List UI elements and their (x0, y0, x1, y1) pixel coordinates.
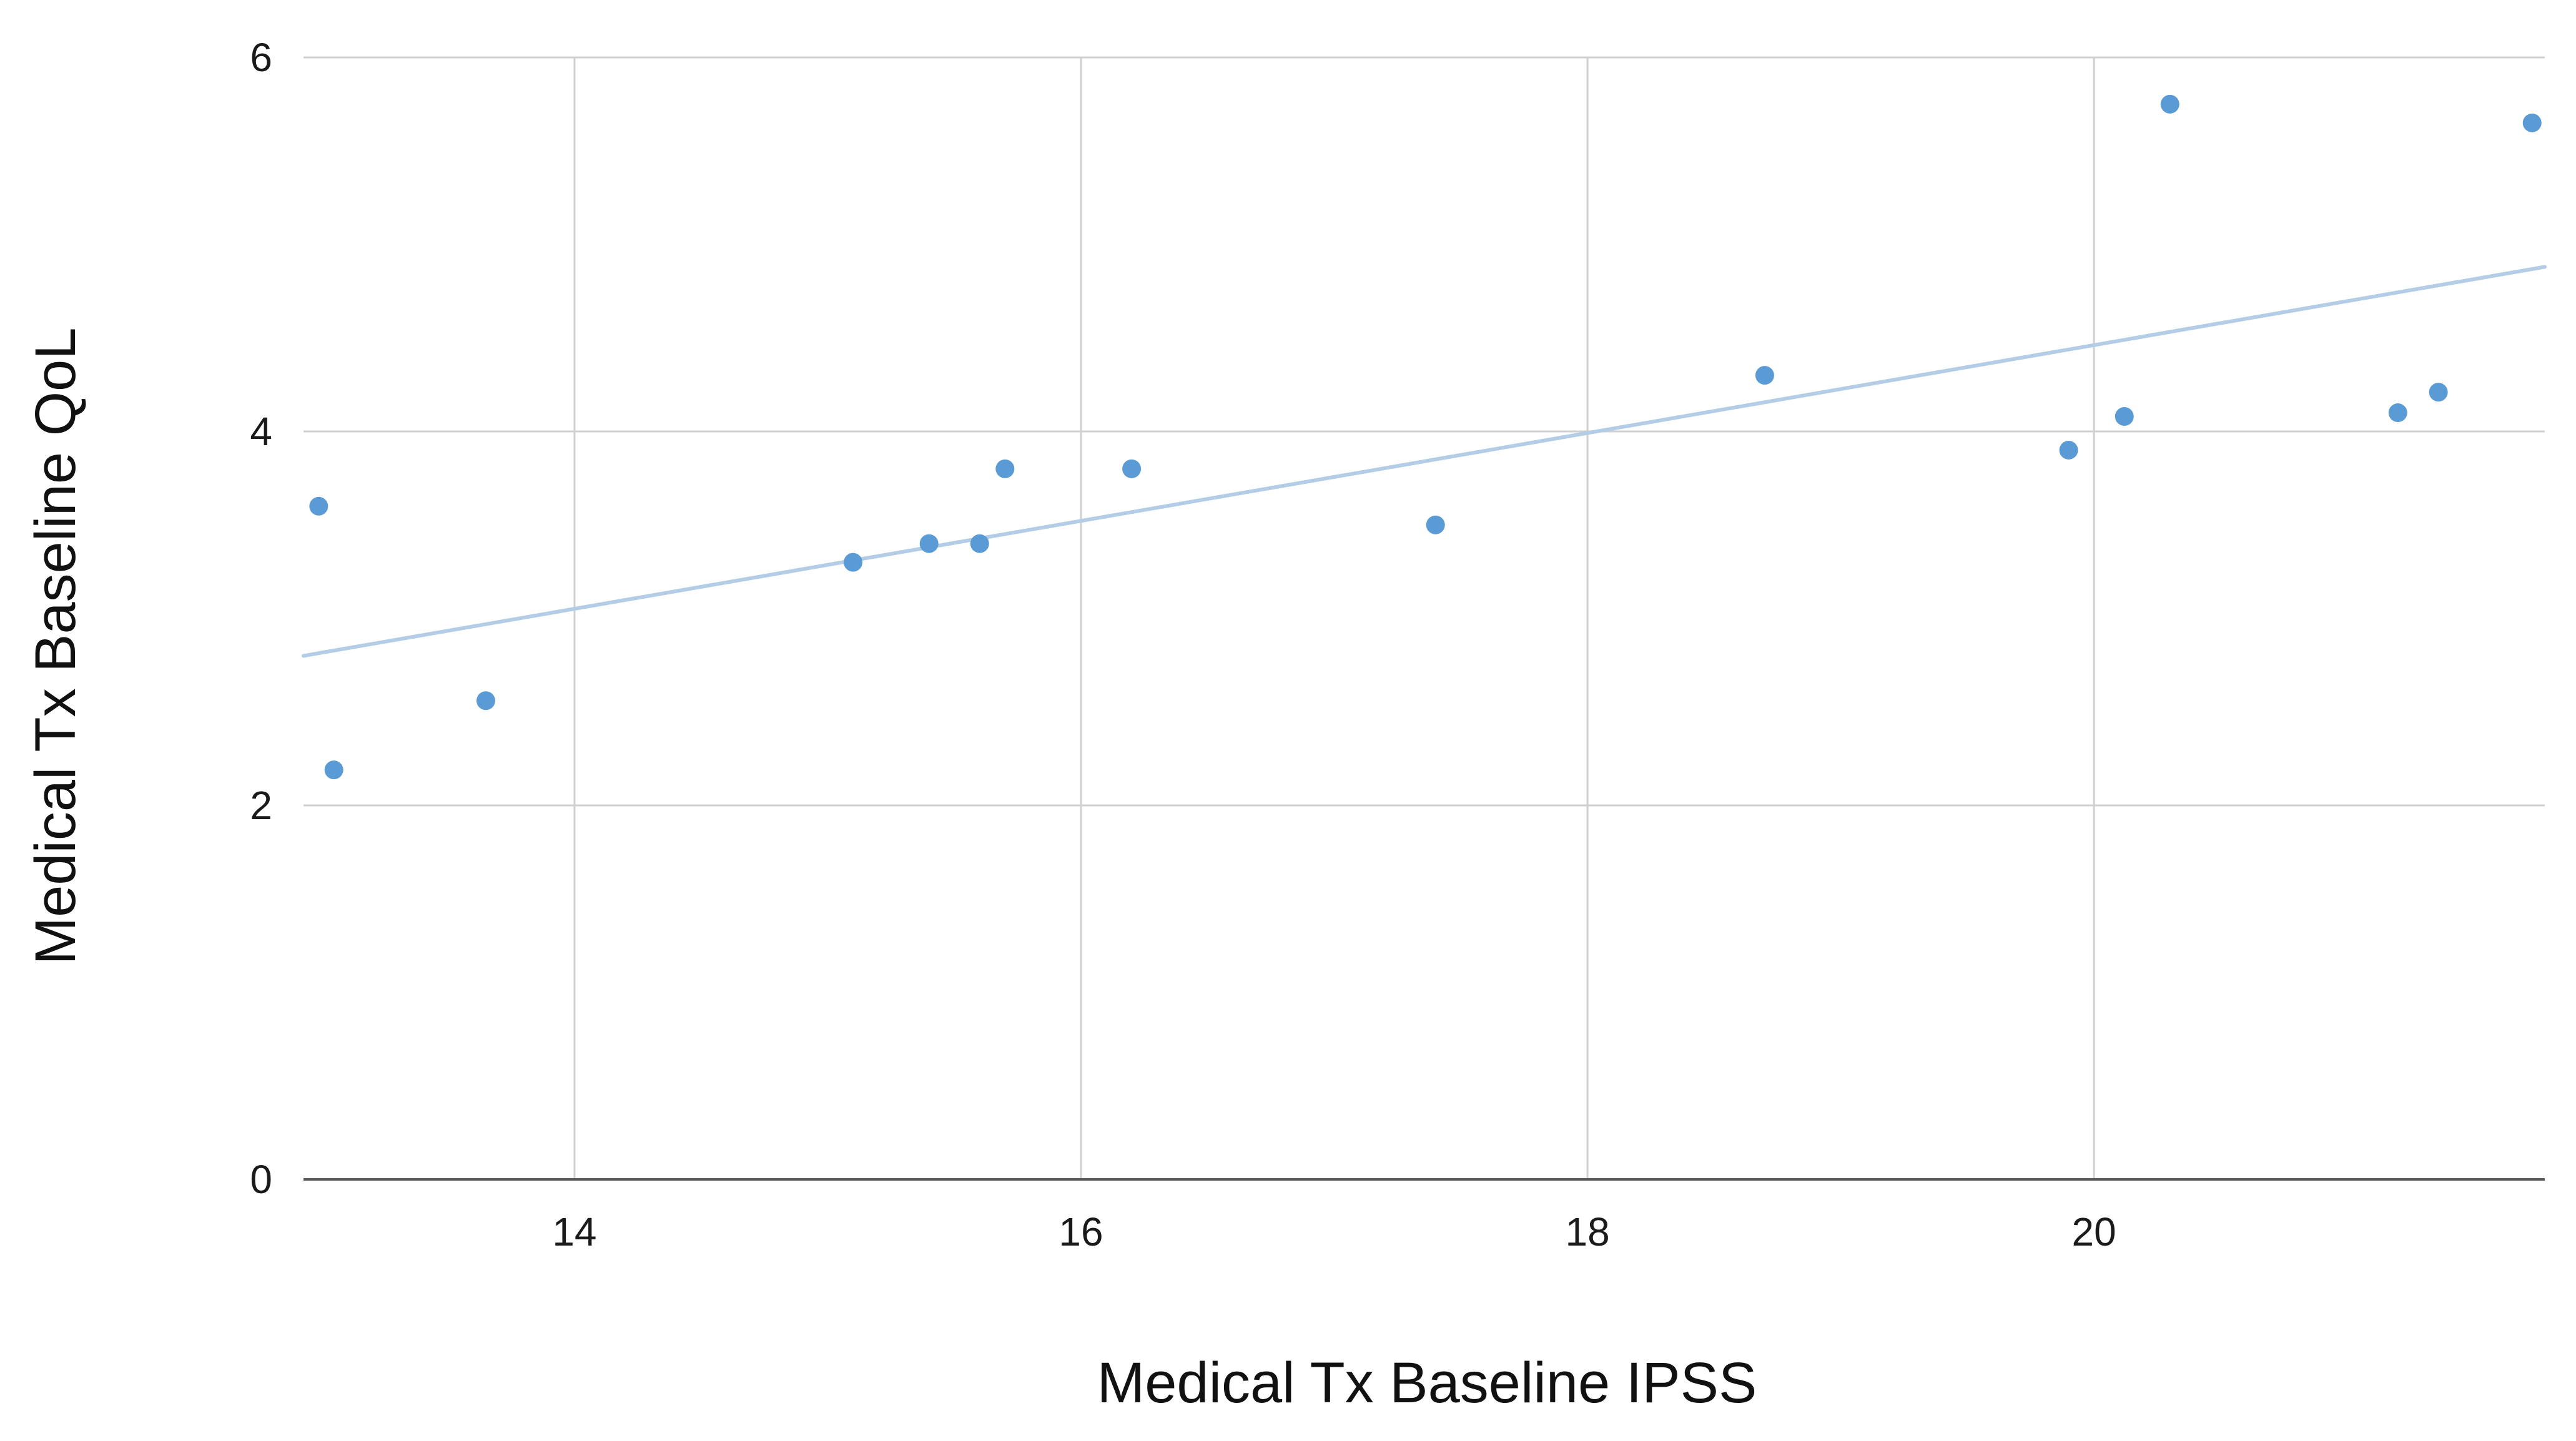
data-point (2160, 94, 2179, 114)
data-point (970, 534, 989, 553)
y-tick-label: 0 (250, 1157, 272, 1202)
data-point (2059, 440, 2078, 460)
data-point (309, 496, 328, 516)
data-point (844, 553, 863, 572)
x-axis-title: Medical Tx Baseline IPSS (1097, 1351, 1757, 1415)
y-tick-label: 6 (250, 35, 272, 80)
tick-labels: 0 2 4 6 14 16 18 20 (250, 35, 2116, 1254)
data-point (2388, 403, 2407, 423)
trendline (302, 265, 2547, 658)
data-points (309, 94, 2542, 780)
x-tick-label: 14 (552, 1209, 596, 1254)
y-axis-title: Medical Tx Baseline QoL (24, 327, 87, 965)
data-point (2429, 383, 2448, 402)
data-point (2115, 407, 2134, 426)
data-point (476, 691, 495, 711)
data-point (995, 459, 1015, 478)
x-tick-label: 20 (2072, 1209, 2116, 1254)
x-tick-label: 18 (1565, 1209, 1609, 1254)
data-point (1755, 366, 1774, 385)
gridlines (303, 56, 2545, 1181)
trendline-layer (302, 265, 2547, 658)
data-point (2522, 113, 2542, 132)
y-tick-label: 2 (250, 783, 272, 828)
data-point (1426, 515, 1445, 534)
x-tick-label: 16 (1059, 1209, 1103, 1254)
data-point (324, 760, 343, 780)
data-point (1122, 459, 1142, 478)
data-point (919, 534, 939, 553)
y-tick-label: 4 (250, 409, 272, 454)
